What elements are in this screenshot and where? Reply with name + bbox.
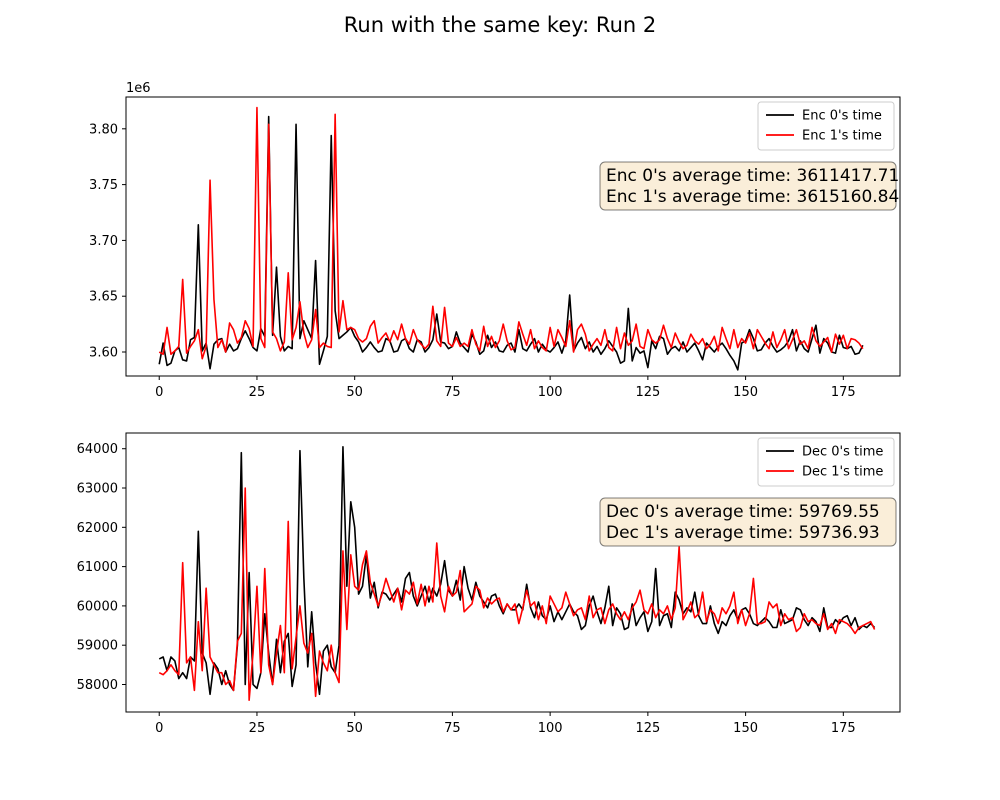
- enc-y-tick-label: 3.60: [89, 346, 118, 361]
- dec-series-1-line: [158, 487, 876, 702]
- enc-annotation-line-0: Enc 0's average time: 3611417.71: [606, 166, 899, 186]
- enc-y-tick-label: 3.65: [89, 290, 118, 305]
- plots-group: 0 25 50 75 100 125 150 175 3.60 3.65 3.70 3.75 3.80 1…: [77, 81, 901, 736]
- dec-x-tick-label: 50: [346, 721, 363, 736]
- enc-annotation-box: [599, 161, 897, 211]
- enc-offset-label: 1e6: [126, 81, 151, 96]
- dec-axes: 0 25 50 75 100 125 150 175 58000 59000 60000 61000 6…: [77, 432, 901, 736]
- dec-annotation-line-1: Dec 1's average time: 59736.93: [606, 523, 880, 543]
- enc-series-1-line: [158, 106, 864, 360]
- enc-x-tick-label: 50: [346, 385, 363, 400]
- enc-y-tick-label: 3.70: [89, 234, 118, 249]
- dec-y-tick-label: 64000: [77, 442, 118, 457]
- dec-annotation-line-0: Dec 0's average time: 59769.55: [606, 502, 880, 522]
- dec-y-tick-label: 63000: [77, 482, 118, 497]
- enc-legend-box: [757, 101, 895, 151]
- dec-legend-label-1: Dec 1's time: [802, 465, 883, 480]
- dec-y-tick-label: 60000: [77, 599, 118, 614]
- dec-x-tick-label: 75: [444, 721, 461, 736]
- dec-y-tick-label: 61000: [77, 560, 118, 575]
- enc-legend-label-1: Enc 1's time: [802, 129, 882, 144]
- enc-series-0-line: [158, 115, 864, 371]
- enc-legend-label-0: Enc 0's time: [802, 109, 882, 124]
- enc-x-tick-label: 150: [733, 385, 758, 400]
- dec-legend-label-0: Dec 0's time: [802, 445, 883, 460]
- dec-y-tick-label: 62000: [77, 521, 118, 536]
- dec-axes-frame: [125, 432, 901, 713]
- dec-x-tick-label: 25: [249, 721, 266, 736]
- enc-axes: 0 25 50 75 100 125 150 175 3.60 3.65 3.70 3.75 3.80 1…: [89, 81, 901, 400]
- dec-x-tick-label: 0: [155, 721, 163, 736]
- dec-y-tick-label: 59000: [77, 639, 118, 654]
- enc-x-tick-label: 25: [249, 385, 266, 400]
- dec-legend: Dec 0's time Dec 1's time: [757, 437, 895, 487]
- enc-legend: Enc 0's time Enc 1's time: [757, 101, 895, 151]
- enc-x-tick-label: 0: [155, 385, 163, 400]
- enc-x-tick-label: 75: [444, 385, 461, 400]
- dec-series-0-line: [158, 445, 876, 696]
- dec-x-tick-label: 150: [733, 721, 758, 736]
- enc-axes-frame: [125, 96, 901, 377]
- enc-annotation-line-1: Enc 1's average time: 3615160.84: [606, 187, 899, 207]
- dec-y-tick-label: 58000: [77, 678, 118, 693]
- enc-x-tick-label: 100: [538, 385, 563, 400]
- enc-y-tick-label: 3.75: [89, 178, 118, 193]
- figure-title: Run with the same key: Run 2: [344, 13, 656, 37]
- dec-x-tick-label: 100: [538, 721, 563, 736]
- dec-legend-box: [757, 437, 895, 487]
- dec-x-tick-label: 175: [831, 721, 856, 736]
- enc-x-tick-label: 175: [831, 385, 856, 400]
- dec-x-tick-label: 125: [635, 721, 660, 736]
- dec-annotation-box: [599, 497, 897, 547]
- enc-y-tick-label: 3.80: [89, 122, 118, 137]
- enc-x-tick-label: 125: [635, 385, 660, 400]
